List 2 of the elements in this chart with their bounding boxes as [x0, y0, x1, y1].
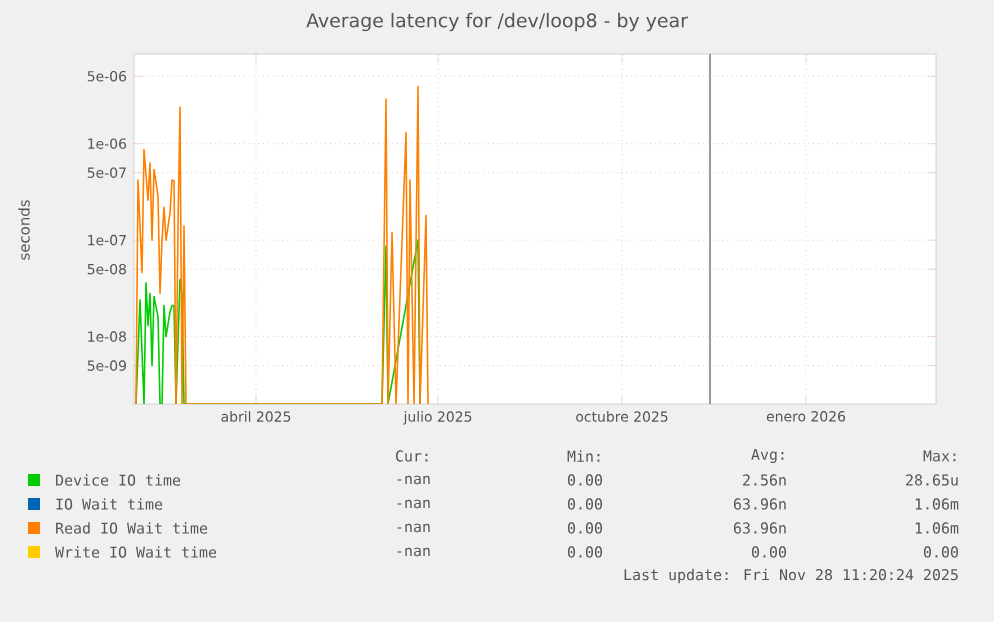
line-series	[135, 85, 429, 405]
chart-title: Average latency for /dev/loop8 - by year	[306, 12, 688, 32]
